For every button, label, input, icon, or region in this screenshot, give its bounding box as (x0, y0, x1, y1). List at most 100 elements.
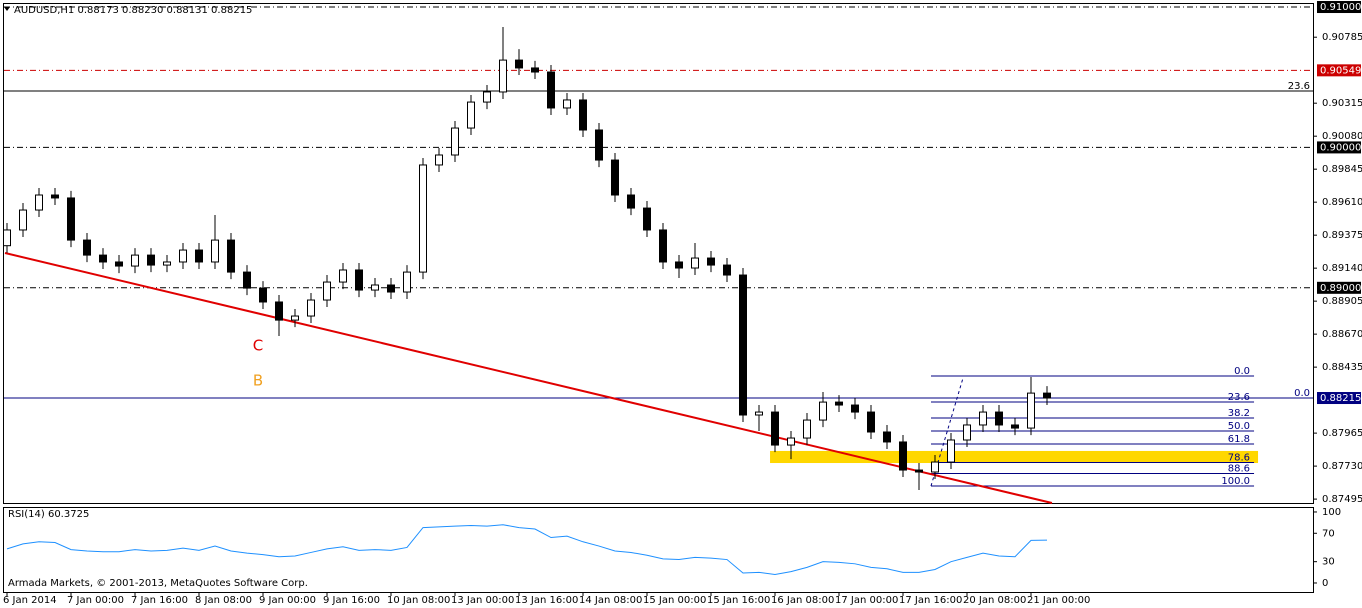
candle-body (355, 269, 363, 291)
candle-body (243, 271, 251, 289)
candle-body (675, 261, 683, 269)
candle-body (595, 129, 603, 161)
candle-body (755, 411, 763, 416)
rsi-tick-label: 0 (1322, 578, 1328, 589)
candle-body (819, 401, 827, 421)
candle-body (195, 249, 203, 263)
x-tick-label: 8 Jan 08:00 (195, 595, 252, 606)
annotation: C (253, 337, 263, 355)
y-tick-label: 0.90785 (1322, 32, 1362, 43)
candle-body (995, 411, 1003, 426)
candle-body (1027, 392, 1035, 429)
y-tick-label: 0.90080 (1322, 131, 1362, 142)
candle-body (419, 164, 427, 273)
level-box (1317, 392, 1361, 405)
candle-body (803, 419, 811, 439)
candle-body (931, 461, 939, 473)
x-tick-label: 10 Jan 08:00 (387, 595, 450, 606)
candle-body (339, 269, 347, 283)
x-tick-label: 13 Jan 00:00 (451, 595, 514, 606)
level-tag: 0.0 (1294, 388, 1310, 399)
candle-body (179, 249, 187, 263)
candle-body (323, 281, 331, 301)
candle-body (83, 239, 91, 256)
level-label: 0.91000 (1320, 2, 1361, 13)
candle-body (483, 91, 491, 103)
candle-body (979, 411, 987, 426)
x-tick-label: 17 Jan 00:00 (835, 595, 898, 606)
x-tick-label: 15 Jan 16:00 (707, 595, 770, 606)
candle-body (643, 207, 651, 231)
fib-label: 50.0 (1228, 421, 1250, 432)
x-tick-label: 21 Jan 00:00 (1027, 595, 1090, 606)
level-box (1317, 281, 1361, 294)
y-tick-label: 0.88905 (1322, 296, 1362, 307)
candle-body (611, 159, 619, 196)
y-tick-label: 0.88670 (1322, 329, 1362, 340)
menu-triangle[interactable] (4, 7, 10, 11)
candle-body (787, 437, 795, 446)
rsi-panel-frame (3, 507, 1314, 593)
level-box (1317, 141, 1361, 154)
level-label: 0.88215 (1320, 393, 1361, 404)
fib-label: 23.6 (1228, 392, 1250, 403)
candle-body (867, 411, 875, 433)
candle-body (467, 101, 475, 129)
candle-body (3, 229, 11, 247)
candle-body (99, 254, 107, 263)
candle-body (515, 59, 523, 69)
fib-label: 61.8 (1228, 434, 1250, 445)
x-tick-label: 9 Jan 16:00 (323, 595, 380, 606)
x-tick-label: 7 Jan 00:00 (67, 595, 124, 606)
y-tick-label: 0.88435 (1322, 362, 1362, 373)
fib-label: 38.2 (1228, 408, 1250, 419)
level-box (1317, 64, 1361, 77)
y-tick-label: 0.87965 (1322, 428, 1362, 439)
level-label: 0.89000 (1320, 283, 1361, 294)
x-tick-label: 14 Jan 08:00 (579, 595, 642, 606)
candle-body (963, 424, 971, 441)
candle-body (883, 431, 891, 443)
fib-label: 100.0 (1221, 476, 1250, 487)
candle-body (435, 154, 443, 166)
candle-body (1011, 424, 1019, 429)
candle-body (771, 411, 779, 446)
candle-body (291, 315, 299, 321)
candle-body (659, 229, 667, 263)
x-tick-label: 16 Jan 08:00 (771, 595, 834, 606)
candle-body (307, 299, 315, 317)
candle-body (563, 99, 571, 109)
y-tick-label: 0.89140 (1322, 263, 1362, 274)
y-tick-label: 0.87495 (1322, 494, 1362, 505)
candle-body (851, 404, 859, 413)
annotation: B (253, 372, 263, 390)
candle-body (147, 254, 155, 266)
x-tick-label: 9 Jan 00:00 (259, 595, 316, 606)
chart-title: AUDUSD,H1 0.88173 0.88230 0.88131 0.8821… (14, 5, 252, 16)
candle-body (947, 439, 955, 463)
candle-body (387, 284, 395, 293)
candle-body (1043, 392, 1051, 399)
candle-body (35, 194, 43, 211)
rsi-tick-label: 100 (1322, 507, 1341, 518)
rsi-tick-label: 70 (1322, 528, 1335, 539)
candle-body (547, 71, 555, 109)
candle-body (579, 99, 587, 131)
candle-body (259, 287, 267, 303)
main-panel-frame (3, 3, 1314, 504)
rsi-title: RSI(14) 60.3725 (8, 509, 89, 520)
candle-body (915, 469, 923, 473)
x-tick-label: 17 Jan 16:00 (899, 595, 962, 606)
footer: Armada Markets, © 2001-2013, MetaQuotes … (8, 578, 308, 589)
x-tick-label: 6 Jan 2014 (3, 595, 57, 606)
candle-body (451, 127, 459, 156)
candle-body (723, 264, 731, 276)
candle-body (707, 257, 715, 266)
candle-body (499, 59, 507, 93)
level-box (1317, 1, 1361, 14)
fib-label: 0.0 (1234, 366, 1250, 377)
candle-body (691, 257, 699, 269)
y-tick-label: 0.89610 (1322, 197, 1362, 208)
candle-body (371, 284, 379, 291)
